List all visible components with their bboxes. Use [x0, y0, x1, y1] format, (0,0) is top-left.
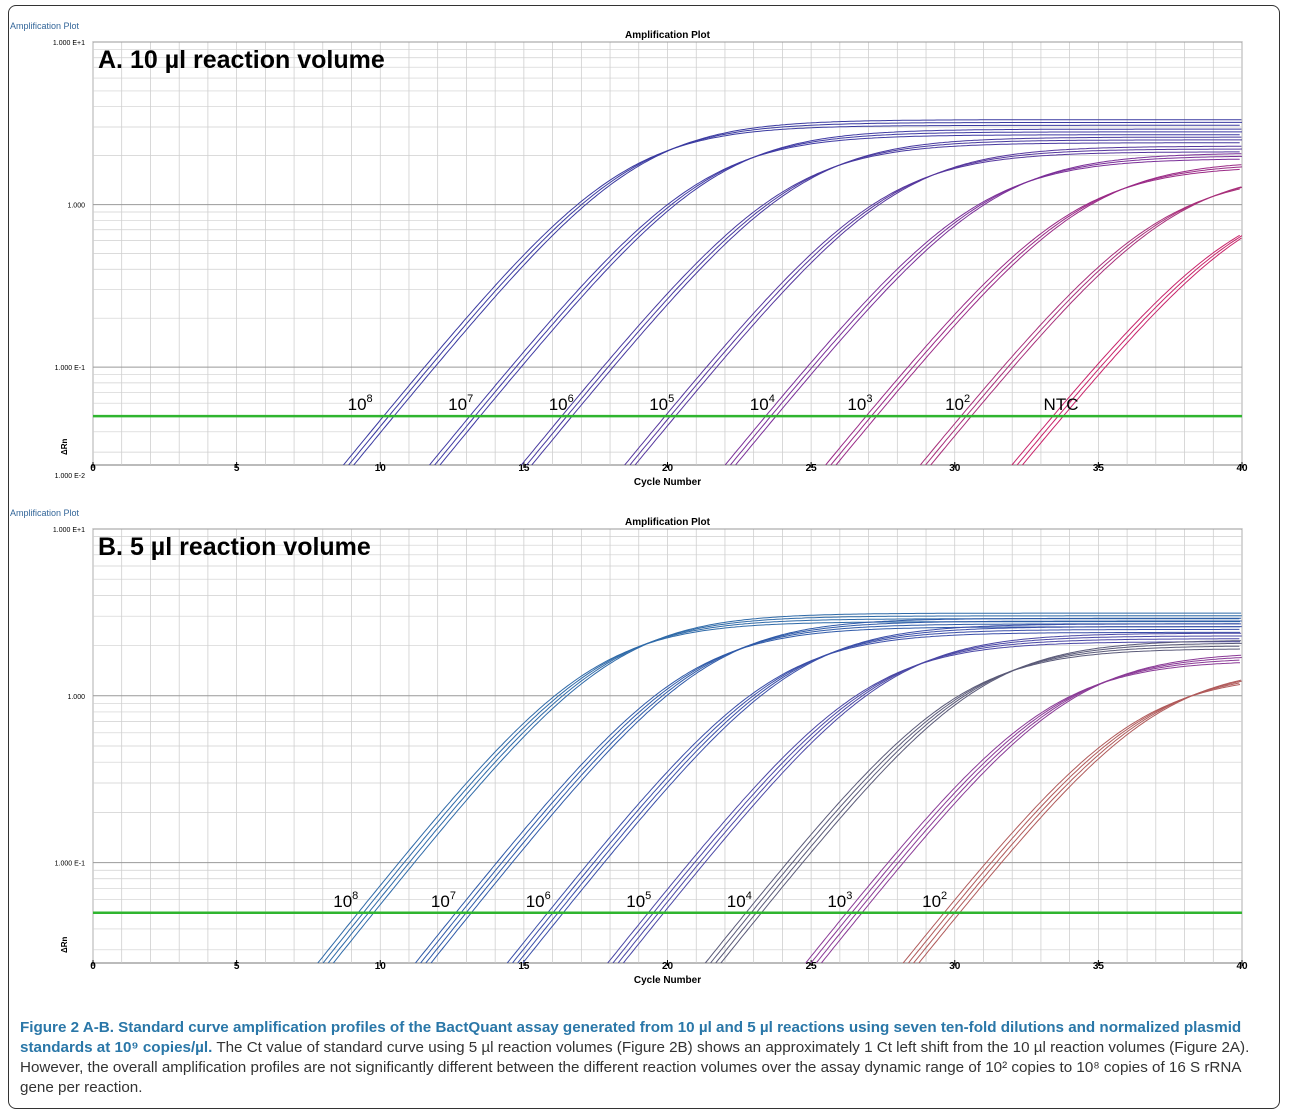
curve-10e2-rep: [924, 186, 1242, 465]
curve-label: NTC: [1044, 395, 1079, 414]
curve-label: 107: [448, 393, 473, 414]
curve-label: 108: [348, 393, 373, 414]
curve-label: 105: [626, 890, 651, 911]
x-tick-label: 15: [518, 961, 530, 972]
y-tick-label: 1.000 E+1: [53, 40, 85, 47]
curve-10e6-rep: [522, 623, 1242, 963]
y-tick-label: 1.000: [67, 203, 85, 210]
window-title-a: Amplification Plot: [10, 21, 80, 31]
curve-10e3-rep: [820, 654, 1242, 963]
panel-label: A. 10 µl reaction volume: [98, 46, 385, 74]
panel-b: Amplification Plot Amplification Plot 1.0…: [10, 508, 1272, 1000]
x-axis-label: Cycle Number: [634, 975, 701, 986]
curve-label: 102: [922, 890, 947, 911]
curve-10e6-rep: [525, 139, 1242, 465]
curve-label: 104: [727, 890, 752, 911]
curve-10e4-rep: [715, 642, 1242, 963]
curve-10e4-rep: [709, 645, 1240, 963]
x-tick-label: 5: [234, 961, 240, 972]
window-title-b: Amplification Plot: [10, 508, 80, 518]
curve-10e3-rep: [835, 164, 1242, 465]
curve-label: 106: [549, 393, 574, 414]
curves-group: [342, 119, 1242, 465]
curve-label: 102: [945, 393, 970, 414]
x-tick-label: 35: [1093, 961, 1105, 972]
curve-10e6-rep: [506, 631, 1240, 963]
x-tick-label: 20: [662, 463, 674, 474]
x-tick-label: 0: [90, 463, 96, 474]
curve-label: 103: [847, 393, 872, 414]
x-tick-label: 0: [90, 961, 96, 972]
curve-NTC-rep: [1011, 234, 1240, 465]
curve-10e8-rep: [353, 119, 1242, 465]
curve-10e7-rep: [430, 617, 1242, 963]
x-axis-label: Cycle Number: [634, 477, 701, 488]
amplification-plot-a: Amplification Plot 1.000 E+1 1.000 1.000 E-…: [53, 30, 1248, 488]
y-tick-label: 1.000 E+1: [53, 527, 85, 534]
curve-label: 107: [431, 890, 456, 911]
curve-10e3-rep: [815, 657, 1242, 963]
curve-10e4-rep: [720, 640, 1242, 963]
curve-10e2-rep: [919, 188, 1240, 465]
y-tick-label: 1.000 E-1: [55, 365, 85, 372]
curve-10e2-rep: [930, 186, 1242, 465]
chart-title: Amplification Plot: [625, 517, 711, 528]
x-tick-label: 40: [1236, 463, 1248, 474]
curve-10e3-rep: [824, 168, 1240, 465]
x-tick-label: 10: [375, 961, 387, 972]
curve-10e3-rep: [830, 166, 1242, 465]
curve-10e3-rep: [805, 662, 1241, 963]
curve-10e8-rep: [347, 121, 1242, 465]
caption-head: Figure 2 A-B. Standard curve amplificati…: [20, 1019, 1242, 1056]
y-tick-label: 1.000: [67, 694, 85, 701]
panel-label: B. 5 µl reaction volume: [98, 533, 371, 561]
curve-NTC-rep: [1016, 235, 1242, 465]
curve-10e6-rep: [517, 626, 1242, 963]
x-tick-label: 5: [234, 463, 240, 474]
curves-group: [317, 612, 1242, 963]
curve-10e4-rep: [729, 155, 1242, 465]
y-axis-label: ΔRn: [60, 936, 69, 953]
curve-10e5-rep: [622, 632, 1242, 963]
curve-10e6-rep: [511, 628, 1240, 963]
y-axis-label: ΔRn: [60, 438, 69, 455]
x-tick-label: 10: [375, 463, 387, 474]
curve-10e6-rep: [531, 136, 1242, 465]
y-tick-label: 1.000 E-2: [55, 473, 85, 480]
x-tick-label: 25: [806, 961, 818, 972]
x-tick-label: 30: [949, 463, 961, 474]
x-tick-label: 15: [518, 463, 530, 474]
curve-10e5-rep: [634, 145, 1242, 465]
curve-10e7-rep: [425, 620, 1242, 963]
curve-10e3-rep: [810, 659, 1240, 963]
y-tick-label: 1.000 E-1: [55, 861, 85, 868]
curve-10e8-rep: [327, 615, 1242, 963]
curve-10e8-rep: [332, 612, 1242, 963]
x-tick-label: 20: [662, 961, 674, 972]
curve-10e2-rep: [918, 679, 1242, 963]
curve-10e7-rep: [439, 128, 1242, 465]
curve-10e6-rep: [520, 142, 1240, 465]
curve-label: 104: [750, 393, 775, 414]
curve-10e4-rep: [724, 158, 1240, 465]
x-tick-label: 40: [1236, 961, 1248, 972]
curve-label: 106: [526, 890, 551, 911]
amplification-plot-b: Amplification Plot 1.000 E+1 1.000 1.000 E-…: [53, 517, 1248, 986]
x-tick-label: 35: [1093, 463, 1105, 474]
curve-10e7-rep: [433, 131, 1242, 465]
curve-10e7-rep: [428, 134, 1240, 465]
x-tick-label: 25: [806, 463, 818, 474]
curve-10e4-rep: [704, 648, 1241, 963]
curve-10e4-rep: [734, 153, 1242, 465]
curve-NTC-rep: [1021, 237, 1242, 465]
curve-label: 105: [649, 393, 674, 414]
chart-title: Amplification Plot: [625, 30, 711, 41]
curve-label: 108: [333, 890, 358, 911]
caption-body: The Ct value of standard curve using 5 µ…: [20, 1039, 1250, 1096]
curve-10e8-rep: [342, 124, 1240, 465]
curve-label: 103: [827, 890, 852, 911]
x-tick-label: 30: [949, 961, 961, 972]
figure-caption: Figure 2 A-B. Standard curve amplificati…: [20, 1018, 1270, 1098]
panel-a: Amplification Plot Amplification Plot 1.0…: [10, 21, 1272, 513]
